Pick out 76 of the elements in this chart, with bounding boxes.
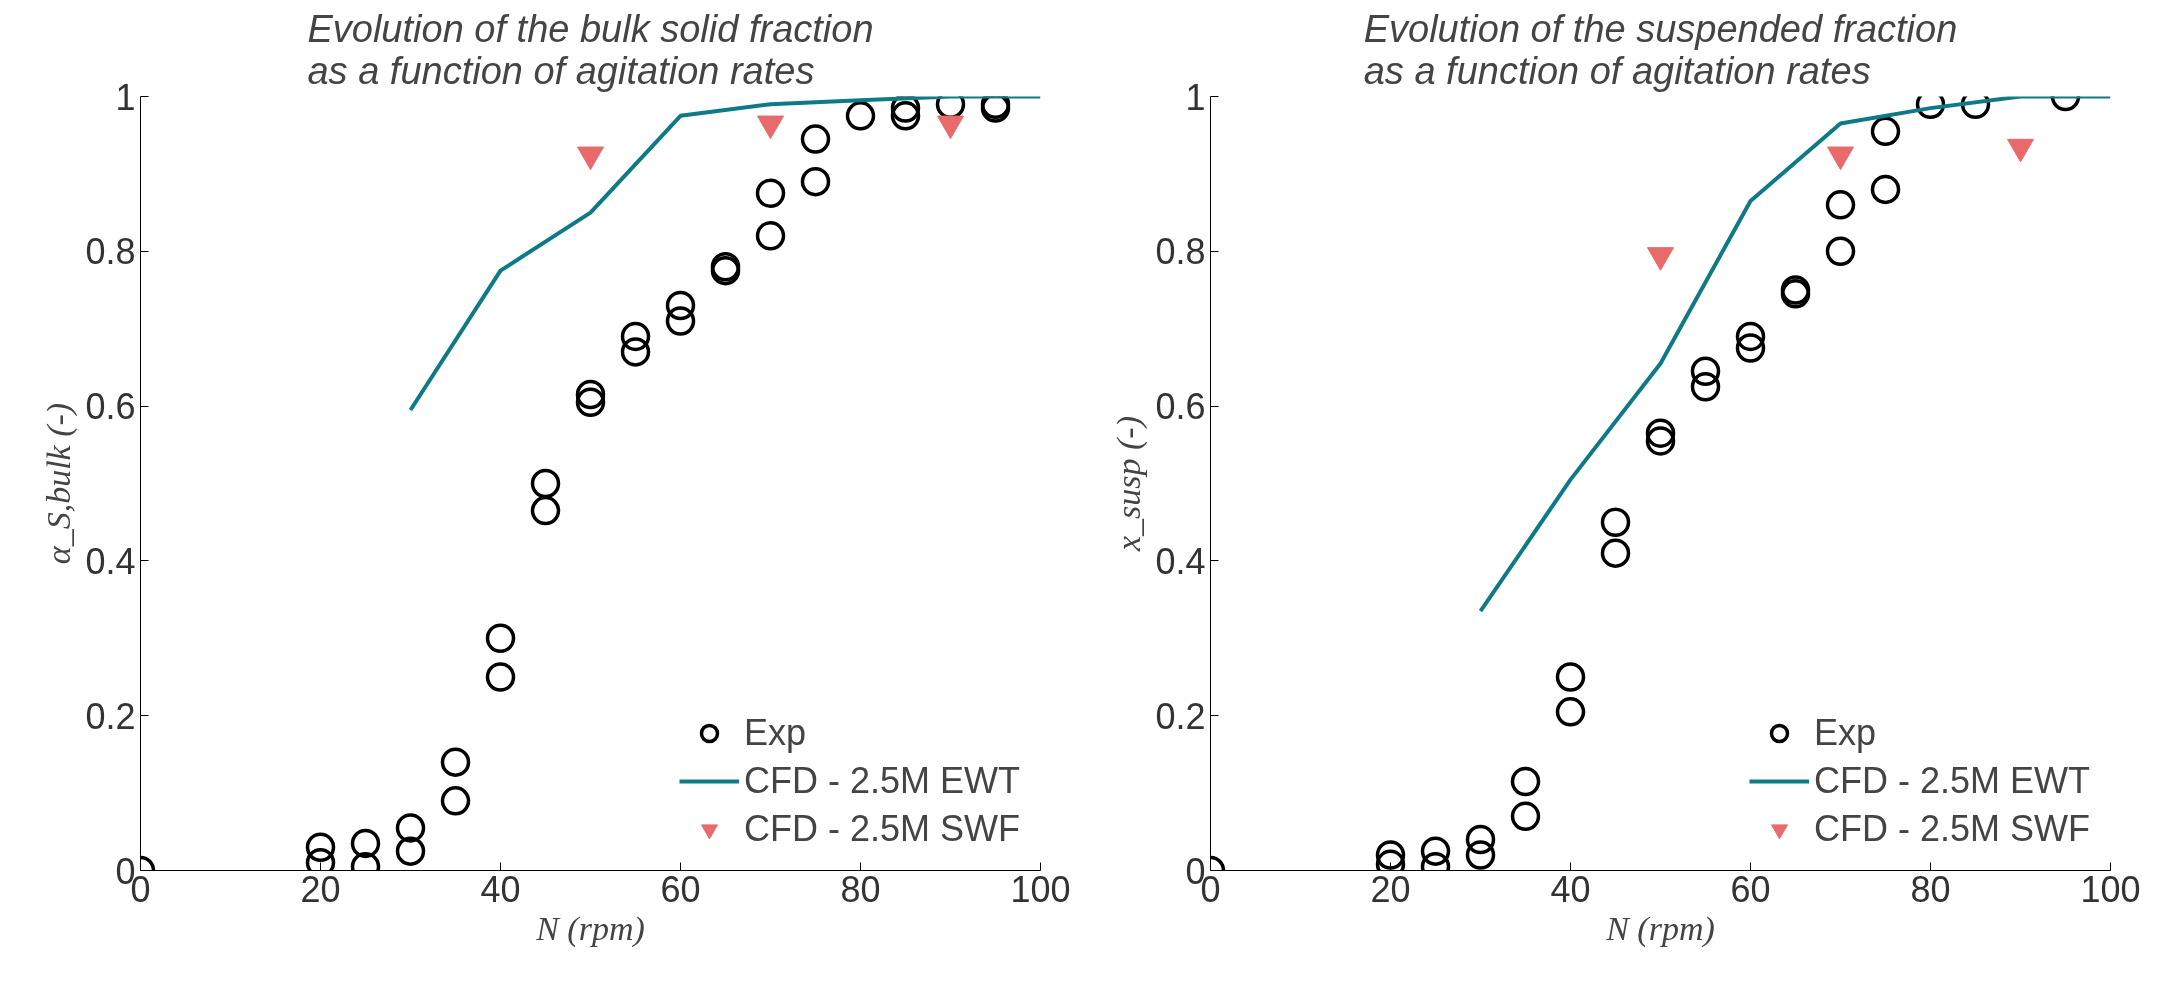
x-axis-title: N (rpm) (1605, 909, 1715, 948)
point (1465, 840, 1496, 870)
x-tick-label: 60 (660, 868, 701, 910)
point (890, 101, 921, 131)
y-tick-label: 0.2 (85, 695, 136, 737)
point (1600, 507, 1631, 537)
y-tick-label: 1 (1185, 76, 1206, 118)
point (305, 832, 336, 862)
x-tick-label: 100 (2080, 868, 2141, 910)
x-tick-label: 40 (480, 868, 521, 910)
x-tick-label: 20 (1370, 868, 1411, 910)
legend-label: CFD - 2.5M SWF (744, 808, 1020, 850)
legend-label: CFD - 2.5M EWT (744, 760, 1020, 802)
point (620, 337, 651, 367)
point (1555, 662, 1586, 692)
point (800, 166, 831, 197)
point (485, 662, 516, 692)
point (530, 468, 561, 499)
point (1600, 538, 1631, 568)
y-tick-label: 0.8 (85, 231, 136, 273)
legend-label: Exp (1814, 712, 1877, 754)
y-tick-label: 0.8 (1155, 231, 1206, 273)
point (1510, 801, 1541, 832)
x-tick-label: 40 (1550, 868, 1591, 910)
point (575, 387, 606, 417)
point (755, 178, 786, 208)
x-axis-title: N (rpm) (535, 909, 645, 948)
point (1420, 836, 1451, 866)
y-axis-title: α_S,bulk (-) (40, 402, 79, 565)
point (755, 221, 786, 251)
point (1690, 372, 1721, 402)
point (665, 290, 696, 321)
point (620, 321, 651, 352)
point (665, 306, 696, 336)
y-tick-label: 0.2 (1155, 695, 1206, 737)
chart-title: Evolution of the bulk solid fraction as a function of agitation rates (307, 7, 874, 92)
point (1870, 174, 1901, 205)
point (440, 747, 471, 777)
point (1690, 356, 1721, 386)
point (350, 828, 381, 859)
y-tick-label: 0.4 (1155, 540, 1206, 582)
y-tick-label: 0.6 (1155, 386, 1206, 428)
point (575, 379, 606, 410)
point (845, 101, 876, 131)
point (485, 623, 516, 654)
point (1825, 236, 1856, 267)
y-tick-label: 0.4 (85, 540, 136, 582)
point (1735, 321, 1766, 352)
legend-label: CFD - 2.5M EWT (1814, 760, 2090, 802)
line-series (408, 96, 1041, 412)
legend-label: Exp (744, 712, 807, 754)
x-tick-label: 20 (300, 868, 341, 910)
point (530, 495, 561, 526)
point (800, 124, 831, 154)
point (1375, 840, 1406, 870)
line-series (1478, 96, 2111, 614)
x-tick-label: 60 (1730, 868, 1771, 910)
point (1555, 697, 1586, 727)
y-axis-title: x_susp (-) (1110, 415, 1149, 553)
x-tick-label: 80 (1910, 868, 1951, 910)
x-tick-label: 80 (840, 868, 881, 910)
y-tick-label: 0.6 (85, 386, 136, 428)
y-tick-label: 1 (115, 76, 136, 118)
point (1870, 116, 1901, 147)
x-tick-label: 100 (1010, 868, 1071, 910)
point (1645, 426, 1676, 456)
legend-label: CFD - 2.5M SWF (1814, 808, 2090, 850)
point (440, 786, 471, 816)
point (1735, 333, 1766, 363)
point (1825, 190, 1856, 220)
point (395, 836, 426, 866)
chart-title: Evolution of the suspended fraction as a function of agitation rates (1363, 7, 1958, 92)
point (1645, 418, 1676, 448)
point (1510, 766, 1541, 797)
point (395, 813, 426, 843)
point (1465, 824, 1496, 855)
